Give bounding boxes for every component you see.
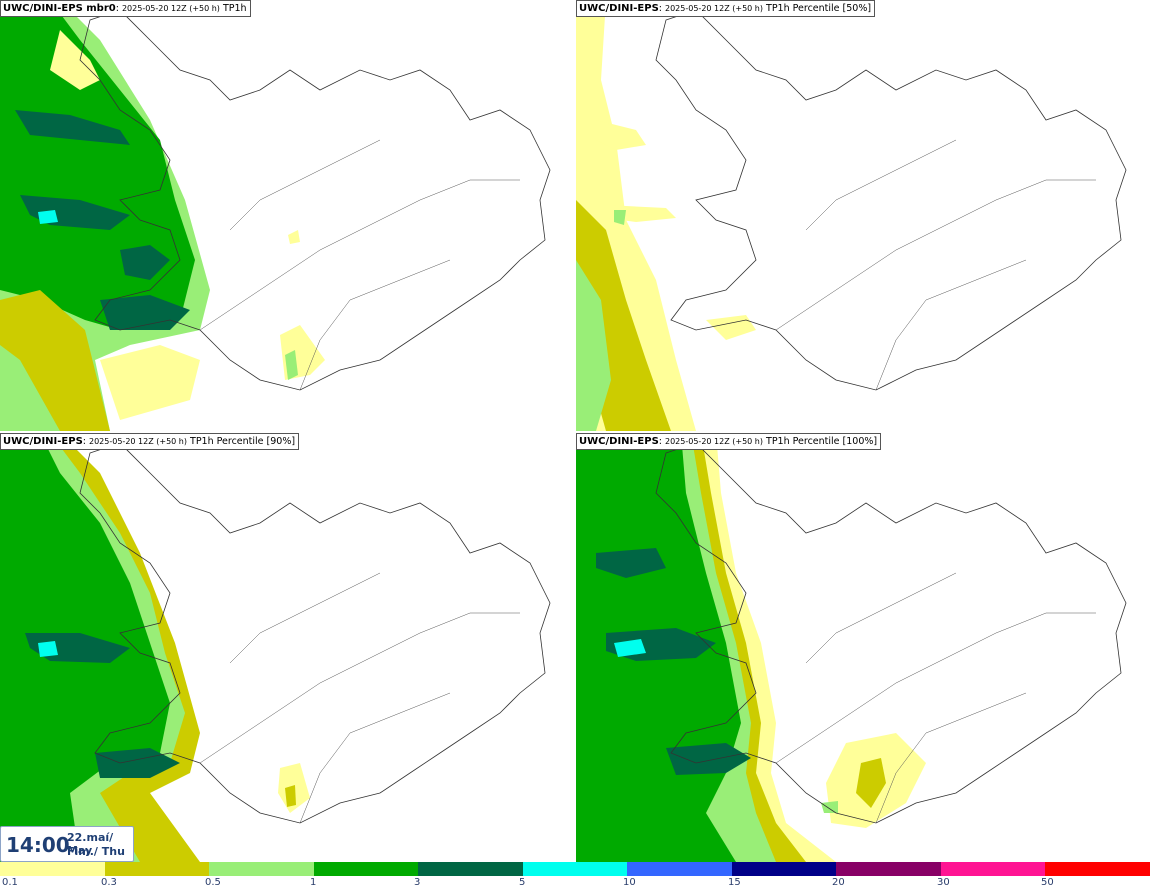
map-panel-p90: UWC/DINI-EPS: 2025-05-20 12Z (+50 h) TP1…: [0, 433, 574, 862]
colorbar-tick-label: 0.5: [205, 877, 221, 888]
colorbar-ticks: 0.1 0.3 0.5 1 3 5 10 15 20 30 50: [0, 876, 1150, 891]
model-name: UWC/DINI-EPS: [579, 436, 659, 447]
panel-title: UWC/DINI-EPS: 2025-05-20 12Z (+50 h) TP1…: [576, 0, 876, 17]
colorbar-tick-label: 30: [937, 877, 950, 888]
colorbar-tick-label: 10: [623, 877, 636, 888]
roads: [775, 572, 1096, 824]
colorbar-tick-label: 0.1: [2, 877, 18, 888]
colorbar-tick-label: 5: [519, 877, 526, 888]
iceland-coastline: [79, 442, 551, 824]
product-name: TP1h: [222, 3, 247, 14]
iceland-coastline: [655, 9, 1127, 391]
precip-map-member0: [0, 0, 551, 431]
precip-field: [0, 0, 325, 431]
roads: [199, 139, 520, 391]
colorbar-tick-label: 0.3: [101, 877, 117, 888]
run-date: 2025-05-20 12Z (+50 h): [665, 4, 763, 13]
product-name: TP1h Percentile [50%]: [766, 3, 872, 14]
colorbar-segment: [731, 862, 837, 876]
map-panel-p100: UWC/DINI-EPS: 2025-05-20 12Z (+50 h) TP1…: [576, 433, 1150, 862]
map-panel-p50: UWC/DINI-EPS: 2025-05-20 12Z (+50 h) TP1…: [576, 0, 1150, 431]
valid-time: 14:00: [6, 833, 70, 857]
precip-map-p90: [0, 433, 551, 862]
run-date: 2025-05-20 12Z (+50 h): [89, 437, 187, 446]
colorbar-segment: [940, 862, 1046, 876]
precip-field: [576, 433, 926, 862]
panel-title: UWC/DINI-EPS: 2025-05-20 12Z (+50 h) TP1…: [0, 433, 300, 450]
iceland-coastline: [79, 9, 551, 391]
product-name: TP1h Percentile [90%]: [190, 436, 296, 447]
precip-field: [0, 433, 310, 862]
model-name: UWC/DINI-EPS: [3, 436, 83, 447]
colorbar-segment: [836, 862, 941, 876]
valid-time-box: 14:00 22.maí/ May Fim./ Thu: [0, 826, 134, 862]
colorbar-segment: [104, 862, 210, 876]
colorbar-segment: [0, 862, 105, 876]
run-date: 2025-05-20 12Z (+50 h): [121, 4, 220, 13]
product-name: TP1h Percentile [100%]: [766, 436, 878, 447]
precip-map-p100: [576, 433, 1127, 862]
colorbar-segment: [313, 862, 419, 876]
model-name: UWC/DINI-EPS: [579, 3, 659, 14]
valid-date: 22.maí/ May: [67, 831, 114, 857]
colorbar-tick-label: 1: [310, 877, 317, 888]
precip-map-p50: [576, 0, 1127, 431]
model-name: UWC/DINI-EPS mbr0: [3, 3, 116, 14]
panel-divider-horizontal: [0, 431, 1150, 433]
precip-field: [576, 0, 756, 431]
roads: [775, 139, 1096, 391]
colorbar-segment: [209, 862, 314, 876]
valid-weekday: Fim./ Thu: [67, 845, 125, 858]
iceland-coastline: [655, 442, 1127, 824]
map-panel-member0: UWC/DINI-EPS mbr0: 2025-05-20 12Z (+50 h…: [0, 0, 574, 431]
colorbar-segment: [1045, 862, 1150, 876]
panel-title: UWC/DINI-EPS mbr0: 2025-05-20 12Z (+50 h…: [0, 0, 251, 17]
roads: [199, 572, 520, 824]
colorbar-segment: [522, 862, 628, 876]
run-date: 2025-05-20 12Z (+50 h): [665, 437, 763, 446]
colorbar-segment: [418, 862, 523, 876]
colorbar-tick-label: 3: [414, 877, 421, 888]
precip-colorbar: [0, 862, 1150, 876]
panel-title: UWC/DINI-EPS: 2025-05-20 12Z (+50 h) TP1…: [576, 433, 882, 450]
colorbar-tick-label: 15: [728, 877, 741, 888]
colorbar-segment: [627, 862, 732, 876]
colorbar-tick-label: 50: [1041, 877, 1054, 888]
colorbar-tick-label: 20: [832, 877, 845, 888]
